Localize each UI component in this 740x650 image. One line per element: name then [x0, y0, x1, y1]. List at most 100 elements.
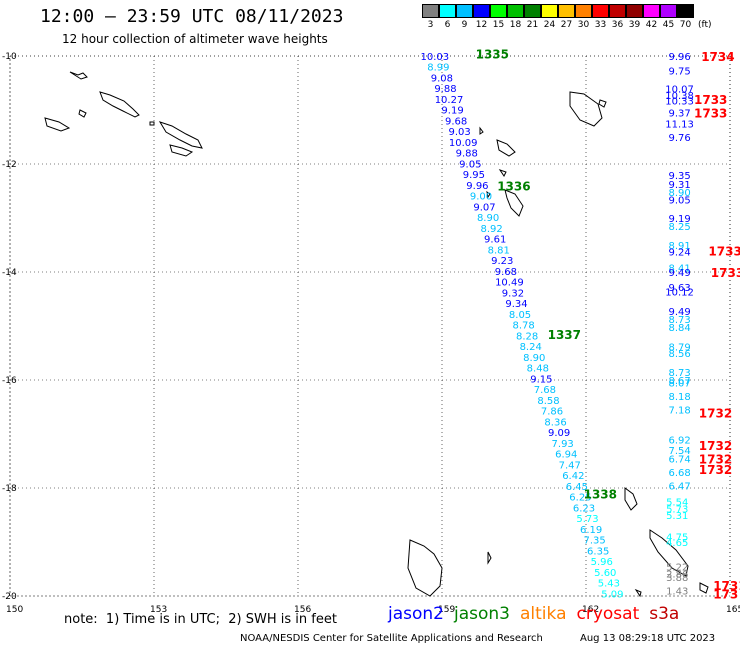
map-frame: [9, 55, 731, 597]
pass-number-label: 1732: [699, 439, 732, 453]
legend-swatch: [660, 4, 677, 18]
swh-value-track-b: 9.19: [668, 214, 690, 225]
swh-value-jason: 6.42: [562, 471, 584, 482]
legend-label: 21: [526, 20, 539, 30]
legend-swatch: [626, 4, 643, 18]
lon-tick-label: 156: [294, 605, 311, 615]
swh-value-track-b: 9.35: [668, 171, 690, 182]
swh-value-jason: 9.68: [445, 116, 467, 127]
swh-value-jason: 9.32: [502, 288, 524, 299]
legend-label: 9: [461, 20, 468, 30]
swh-value-jason: 7.93: [552, 439, 574, 450]
coastline-new-caledonia-6: [634, 588, 642, 598]
swh-value-jason: 7.86: [541, 407, 563, 418]
swh-value-jason: 9.88: [434, 84, 456, 95]
pass-number-label: 1732: [699, 463, 732, 477]
swh-value-jason: 9.08: [431, 73, 453, 84]
swh-value-track-b: 2.86: [666, 569, 688, 580]
coastline-solomon-6: [169, 144, 194, 157]
legend-swatch: [507, 4, 524, 18]
lat-tick-label: -18: [2, 484, 17, 494]
coastline-new-caledonia-3: [624, 487, 638, 511]
swh-value-track-b: 9.63: [668, 283, 690, 294]
swh-value-jason: 8.99: [427, 63, 449, 74]
swh-value-track-b: 3.88: [666, 573, 688, 584]
swh-value-jason: 5.73: [576, 514, 598, 525]
pass-number-label: 1732: [699, 406, 732, 420]
legend-swatch: [456, 4, 473, 18]
coastline-solomon-4: [78, 109, 87, 118]
satellite-legend: jason2 jason3 altika cryosat s3a: [388, 604, 689, 624]
swh-value-track-b: 8.07: [668, 379, 690, 390]
legend-label: 33: [594, 20, 607, 30]
legend-swatch: [439, 4, 456, 18]
swh-value-jason: 9.34: [505, 299, 527, 310]
lon-tick-label: 153: [150, 605, 167, 615]
pass-number-label: 1336: [497, 180, 530, 194]
lat-tick-label: -10: [2, 52, 17, 62]
swh-value-jason: 9.19: [441, 106, 463, 117]
swh-value-jason: 9.23: [491, 256, 513, 267]
swh-value-jason: 7.68: [534, 385, 556, 396]
swh-labels: 10.038.999.089.8810.279.199.689.0310.099…: [420, 47, 740, 601]
swh-value-track-b: 9.49: [668, 307, 690, 318]
swh-value-jason: 10.27: [435, 95, 464, 106]
lon-tick-label: 165: [726, 605, 740, 615]
swh-value-track-b: 9.37: [668, 109, 690, 120]
swh-value-track-b: 4.75: [666, 533, 688, 544]
legend-label: 27: [560, 20, 573, 30]
legend-label: 42: [645, 20, 658, 30]
legend-swatch: [592, 4, 609, 18]
swh-value-jason: 8.48: [527, 364, 549, 375]
swh-value-jason: 9.07: [473, 202, 495, 213]
swh-value-jason: 9.95: [463, 170, 485, 181]
swh-value-track-b: 9.75: [668, 67, 690, 78]
lat-tick-label: -14: [2, 268, 17, 278]
swh-value-track-b: 7.18: [668, 406, 690, 417]
legend-label: 70: [679, 20, 692, 30]
pass-number-label: 1337: [548, 328, 581, 342]
legend-unit: (ft): [698, 20, 712, 30]
lon-tick-label: 159: [438, 605, 455, 615]
page-subtitle: 12 hour collection of altimeter wave hei…: [62, 32, 328, 46]
lat-tick-label: -20: [2, 592, 17, 602]
pass-number-label: 1338: [584, 487, 617, 501]
legend-labels: 3 6 9 12 15 18 21 24 27 30 33 36 39 42 45 70 (ft): [422, 20, 712, 30]
swh-value-jason: 8.90: [523, 353, 545, 364]
pass-number-label: 1732: [699, 452, 732, 466]
swh-value-jason: 8.78: [512, 321, 534, 332]
swh-value-track-b: 9.49: [668, 268, 690, 279]
coastlines: [44, 71, 709, 598]
legend-swatch: [473, 4, 490, 18]
legend-swatch: [643, 4, 660, 18]
swh-value-track-b: 5.54: [666, 498, 688, 509]
swh-value-track-b: 8.67: [668, 376, 690, 387]
swh-value-track-b: 6.47: [668, 481, 690, 492]
swh-value-jason: 8.24: [520, 342, 542, 353]
legend-label: 39: [628, 20, 641, 30]
coastline-islet-6: [486, 190, 491, 199]
swh-value-track-b: 10.38: [665, 91, 694, 102]
swh-value-track-b: 10.33: [665, 96, 694, 107]
swh-value-track-b: 1.43: [666, 587, 688, 598]
swh-value-track-b: 9.76: [668, 133, 690, 144]
legend-label: 12: [475, 20, 488, 30]
coastline-islet-1: [598, 99, 607, 108]
footer-note: note: 1) Time is in UTC; 2) SWH is in fe…: [64, 612, 337, 627]
swh-value-track-b: 8.25: [668, 222, 690, 233]
swh-value-jason: 9.88: [456, 149, 478, 160]
swh-value-jason: 10.09: [449, 138, 478, 149]
legend-swatch: [575, 4, 592, 18]
lon-tick-label: 162: [582, 605, 599, 615]
lat-tick-label: -16: [2, 376, 17, 386]
swh-value-jason: 6.45: [566, 482, 588, 493]
swh-value-jason: 6.19: [580, 525, 602, 536]
swh-value-jason: 9.09: [548, 428, 570, 439]
swh-value-track-b: 11.13: [665, 120, 694, 131]
coastline-solomon-7: [149, 121, 155, 126]
swh-value-track-b: 5.22: [666, 562, 688, 573]
legend-swatch: [558, 4, 575, 18]
legend-label: 3: [427, 20, 434, 30]
coastline-solomon-2: [99, 91, 140, 118]
legend-label: 45: [662, 20, 675, 30]
